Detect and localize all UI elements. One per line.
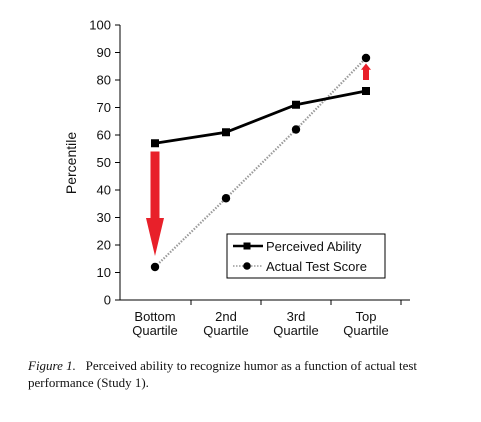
y-tick-label: 50 (97, 155, 111, 170)
y-axis-label: Percentile (63, 132, 79, 194)
x-tick-label: 3rd (287, 309, 306, 324)
legend-label-actual: Actual Test Score (266, 259, 367, 274)
point-actual (291, 125, 301, 134)
x-tick-label: Quartile (203, 323, 249, 338)
point-perceived (151, 139, 159, 148)
legend-marker-perceived (243, 242, 251, 250)
red-arrow-up (361, 63, 371, 80)
x-axis-ticks: BottomQuartile2ndQuartile3rdQuartileTopQ… (132, 300, 402, 338)
point-actual (150, 262, 160, 272)
annotation-layer (146, 63, 371, 256)
point-perceived (362, 87, 370, 95)
y-tick-label: 60 (97, 128, 111, 143)
y-tick-label: 0 (104, 293, 111, 308)
series-line-perceived (154, 89, 367, 145)
figure-caption: Figure 1. Perceived ability to recognize… (28, 357, 468, 391)
legend: Perceived Ability Actual Test Score (226, 233, 386, 279)
figure-label: Figure 1. (28, 358, 76, 373)
point-perceived (222, 128, 230, 137)
y-tick-label: 80 (97, 73, 111, 88)
legend-label-perceived: Perceived Ability (266, 239, 362, 254)
legend-marker-actual (243, 262, 251, 270)
y-tick-label: 90 (97, 45, 111, 60)
point-perceived (292, 100, 300, 109)
x-tick-label: Quartile (273, 323, 319, 338)
y-tick-label: 20 (97, 238, 111, 253)
y-tick-label: 70 (97, 100, 111, 115)
caption-text: Perceived ability to recognize humor as … (28, 358, 418, 390)
x-tick-label: Bottom (134, 309, 175, 324)
legend-box (226, 233, 386, 279)
x-tick-label: Top (356, 309, 377, 324)
point-actual (361, 53, 371, 63)
y-tick-label: 40 (97, 183, 111, 198)
x-tick-label: Quartile (343, 323, 389, 338)
series-layer (150, 53, 371, 272)
y-tick-label: 10 (97, 265, 111, 280)
y-tick-label: 100 (89, 18, 111, 33)
point-actual (221, 194, 231, 203)
y-axis-ticks: 0 10 20 30 40 50 60 70 80 90 100 (89, 18, 120, 308)
x-tick-label: Quartile (132, 323, 178, 338)
x-tick-label: 2nd (215, 309, 237, 324)
series-line-actual (154, 57, 367, 268)
red-arrow-down (146, 151, 164, 256)
y-tick-label: 30 (97, 210, 111, 225)
